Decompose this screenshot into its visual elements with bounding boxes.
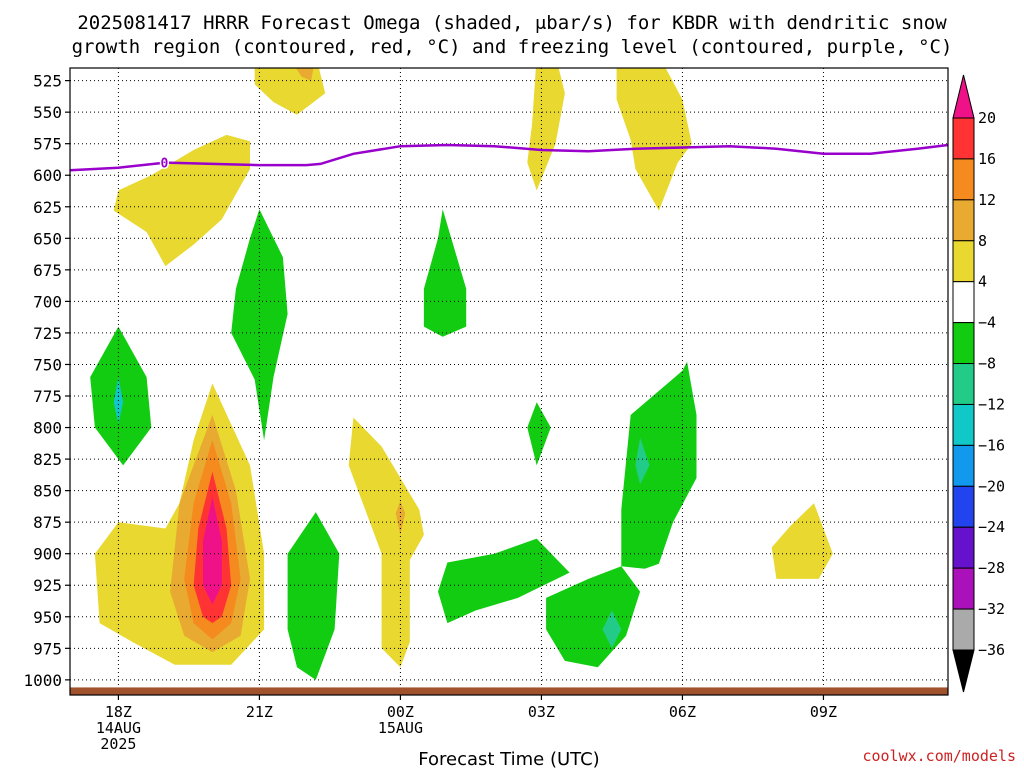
plot-area: 0 525 550 575 600 625 650 675 700 725 750 775 800 825…	[23, 67, 1005, 753]
colorbar-label-1: 16	[978, 150, 996, 168]
y-tick-label-575: 575	[33, 135, 62, 154]
omega-region-15	[395, 500, 406, 535]
omega-region-17	[527, 402, 551, 466]
y-tick-label-825: 825	[33, 450, 62, 469]
colorbar-band-1	[952, 158, 975, 201]
ground-strip	[70, 687, 948, 695]
x-tick-label-18-1: 14AUG	[96, 719, 141, 737]
colorbar-band-2	[952, 199, 975, 242]
colorbar-band-0	[952, 117, 975, 160]
omega-region-19	[546, 566, 641, 668]
omega-region-2	[295, 68, 314, 81]
colorbar-label-10: −24	[978, 518, 1005, 536]
x-tick-label-18-0: 18Z	[105, 703, 132, 721]
colorbar-label-0: 20	[978, 109, 996, 127]
colorbar-band-12	[952, 608, 975, 651]
x-tick-label-18-2: 2025	[100, 735, 136, 753]
y-tick-label-775: 775	[33, 387, 62, 406]
omega-region-22	[635, 437, 650, 485]
omega-region-23	[771, 503, 833, 579]
colorbar-label-2: 12	[978, 191, 996, 209]
y-tick-label-525: 525	[33, 72, 62, 91]
y-tick-label-625: 625	[33, 198, 62, 217]
y-tick-label-1000: 1000	[23, 671, 62, 690]
y-tick-label-850: 850	[33, 482, 62, 501]
colorbar-label-6: −8	[978, 355, 996, 373]
omega-region-13	[203, 496, 222, 605]
x-axis-label: Forecast Time (UTC)	[418, 749, 599, 768]
omega-fill-layer	[90, 68, 833, 680]
colorbar-band-8	[952, 444, 975, 487]
y-tick-label-750: 750	[33, 355, 62, 374]
colorbar: 20 16 12 8 4 −4 −8 −12 −16 −20 −24 −28 −32 −36	[952, 74, 1005, 693]
colorbar-band-5	[952, 322, 975, 365]
colorbar-label-4: 4	[978, 273, 987, 291]
colorbar-top-arrow	[952, 74, 975, 119]
colorbar-label-8: −16	[978, 436, 1005, 454]
x-tick-label-21-0: 21Z	[246, 703, 273, 721]
colorbar-label-5: −4	[978, 314, 996, 332]
colorbar-bottom-arrow	[952, 649, 975, 693]
colorbar-label-9: −20	[978, 477, 1005, 495]
x-tick-label-33-0: 09Z	[810, 703, 837, 721]
x-tick-label-27-0: 03Z	[528, 703, 555, 721]
y-tick-label-550: 550	[33, 103, 62, 122]
colorbar-label-7: −12	[978, 395, 1005, 413]
colorbar-label-13: −36	[978, 641, 1005, 659]
colorbar-label-12: −32	[978, 600, 1005, 618]
y-tick-label-650: 650	[33, 229, 62, 248]
plot-frame	[69, 67, 949, 696]
y-tick-label-900: 900	[33, 545, 62, 564]
omega-region-0	[113, 134, 250, 267]
freezing-level-label: 0	[161, 157, 169, 172]
omega-region-14	[348, 417, 424, 668]
colorbar-band-7	[952, 403, 975, 446]
omega-region-18	[438, 538, 570, 624]
omega-region-20	[602, 610, 622, 649]
colorbar-label-3: 8	[978, 232, 987, 250]
colorbar-band-11	[952, 567, 975, 610]
omega-region-16	[287, 512, 340, 680]
y-tick-label-725: 725	[33, 324, 62, 343]
colorbar-band-4	[952, 281, 975, 324]
x-tick-label-24-0: 00Z	[387, 703, 414, 721]
colorbar-band-3	[952, 240, 975, 283]
colorbar-band-9	[952, 485, 975, 528]
y-tick-label-950: 950	[33, 608, 62, 627]
colorbar-band-10	[952, 526, 975, 569]
y-tick-label-600: 600	[33, 166, 62, 185]
grid-lines	[70, 68, 948, 695]
x-tick-label-30-0: 06Z	[669, 703, 696, 721]
colorbar-label-11: −28	[978, 559, 1005, 577]
y-tick-label-675: 675	[33, 261, 62, 280]
omega-region-6	[423, 209, 467, 337]
y-tick-label-800: 800	[33, 419, 62, 438]
freezing-level-line	[69, 143, 949, 172]
chart-title-line-2: growth region (contoured, red, °C) and f…	[72, 36, 953, 58]
omega-region-4	[616, 68, 692, 211]
credit-text: coolwx.com/models	[862, 747, 1016, 765]
y-tick-label-700: 700	[33, 292, 62, 311]
omega-region-1	[254, 68, 326, 115]
omega-region-21	[621, 361, 697, 569]
omega-region-3	[527, 68, 565, 191]
y-tick-label-925: 925	[33, 576, 62, 595]
y-tick-label-875: 875	[33, 513, 62, 532]
chart-title-line-1: 2025081417 HRRR Forecast Omega (shaded, …	[77, 12, 947, 34]
colorbar-band-6	[952, 363, 975, 405]
y-tick-label-975: 975	[33, 639, 62, 658]
x-tick-label-24-1: 15AUG	[378, 719, 423, 737]
